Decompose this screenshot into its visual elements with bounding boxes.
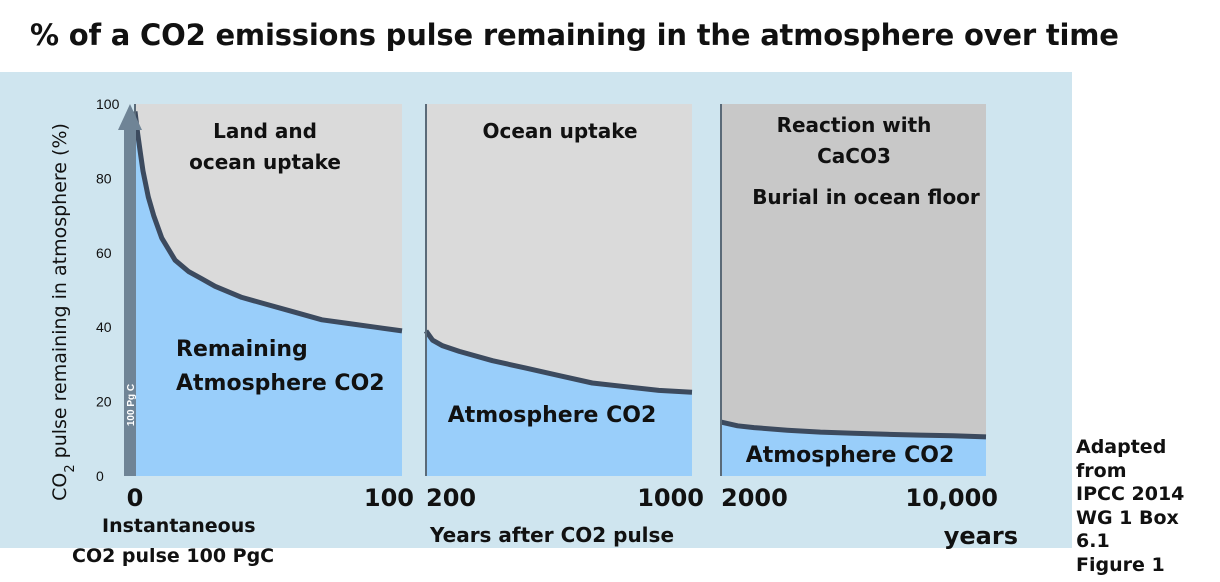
- panel-1-caption-line-2: CO2 pulse 100 PgC: [72, 545, 274, 567]
- panel-3-reaction-label-line-2: CaCO3: [817, 144, 891, 168]
- panel-1-uptake-label-line-2: ocean uptake: [189, 150, 341, 174]
- pulse-arrow-label: 100 Pg C: [126, 384, 137, 426]
- panel-2-x-start-label: 200: [426, 484, 476, 512]
- source-line-4: WG 1 Box 6.1: [1076, 506, 1179, 553]
- panel-2-x-end-label: 1000: [637, 484, 704, 512]
- panel-2-uptake-label: Ocean uptake: [482, 119, 637, 143]
- panel-2-curve: [423, 329, 693, 395]
- panel-1-atmosphere-label-line-2: Atmosphere CO2: [176, 371, 385, 396]
- panel-2-atmosphere-label: Atmosphere CO2: [448, 403, 657, 428]
- panel-3-years-label: years: [944, 522, 1018, 550]
- y-axis-label-prefix: CO: [49, 473, 71, 501]
- chart-title: % of a CO2 emissions pulse remaining in …: [30, 18, 1119, 52]
- panel-3-atmosphere-label: Atmosphere CO2: [746, 443, 955, 468]
- pulse-arrow-head: [118, 104, 142, 130]
- panel-1-atmosphere-area: [135, 111, 402, 477]
- panel-3-x-end-label: 10,000: [905, 484, 998, 512]
- panel-1-caption-line-1: Instantaneous: [102, 515, 256, 537]
- panel-1-x-start-label: 0: [127, 484, 144, 512]
- panel-2-atmosphere-area: [426, 330, 692, 476]
- panel-1-atmosphere-label-line-1: Remaining: [176, 337, 308, 362]
- y-tick-80: 80: [96, 170, 112, 186]
- y-tick-60: 60: [96, 245, 112, 261]
- y-axis-label: CO2 pulse remaining in atmosphere (%): [49, 123, 78, 501]
- y-tick-100: 100: [96, 96, 120, 112]
- y-tick-20: 20: [96, 394, 112, 410]
- panel-3-x-start-label: 2000: [721, 484, 788, 512]
- pulse-arrow-shaft: [124, 126, 136, 476]
- panel-3-uptake-region: [721, 104, 986, 476]
- y-axis-label-subscript: 2: [63, 464, 78, 472]
- source-line-1: Adapted: [1076, 436, 1167, 458]
- y-axis-label-rest: pulse remaining in atmosphere (%): [49, 123, 71, 464]
- panel-3-reaction-label-line-1: Reaction with: [777, 113, 932, 137]
- source-note: Adapted from IPCC 2014 WG 1 Box 6.1 Figu…: [1076, 436, 1216, 577]
- source-line-5: Figure 1: [1076, 553, 1165, 576]
- panel-1-curve: [132, 111, 403, 334]
- y-tick-40: 40: [96, 319, 112, 335]
- source-line-3: IPCC 2014: [1076, 483, 1185, 505]
- y-tick-0: 0: [96, 468, 104, 484]
- panel-3-curve: [720, 419, 987, 440]
- source-line-2: from: [1076, 459, 1127, 482]
- panel-3-burial-label: Burial in ocean floor: [752, 185, 980, 209]
- panel-1-x-end-label: 100: [364, 484, 414, 512]
- panel-1-uptake-label-line-1: Land and: [213, 119, 317, 143]
- x-axis-label: Years after CO2 pulse: [429, 523, 674, 547]
